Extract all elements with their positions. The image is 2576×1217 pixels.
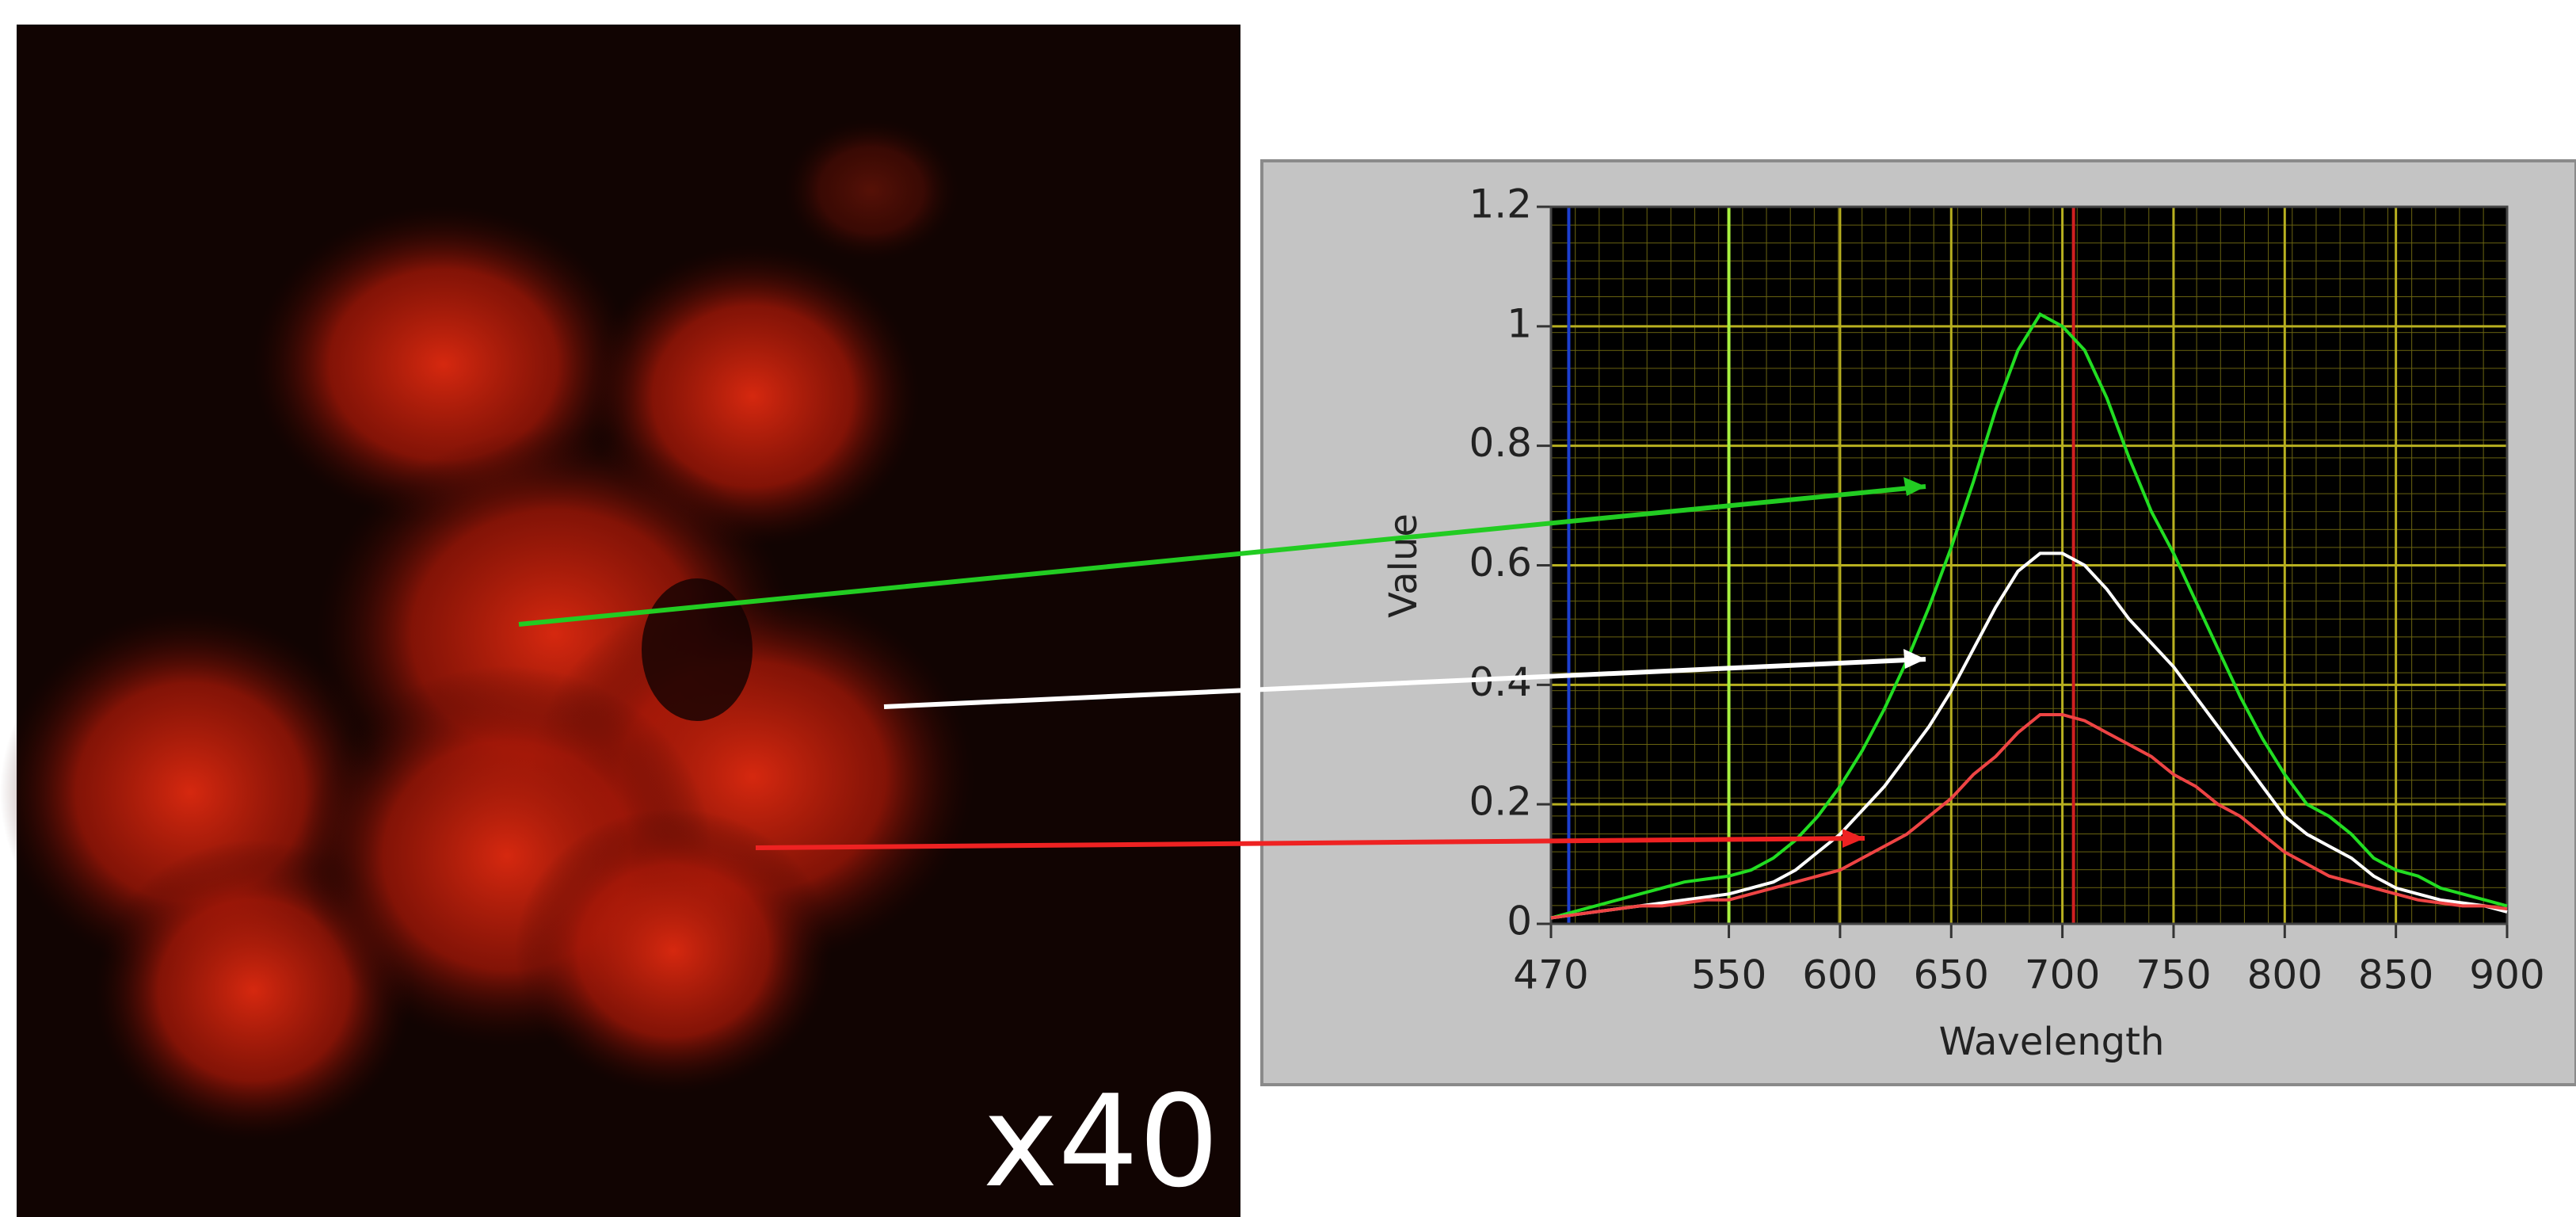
magnification-label: x40 xyxy=(983,1067,1219,1215)
x-tick-label: 750 xyxy=(2136,952,2211,998)
y-tick-label: 0.8 xyxy=(1469,420,1532,466)
arrow-head xyxy=(1903,649,1926,669)
micrograph: x40 xyxy=(0,25,1240,1217)
arrow xyxy=(883,657,1926,709)
y-tick-label: 0 xyxy=(1507,898,1532,944)
series-line xyxy=(1550,713,2508,920)
arrow-head xyxy=(1903,477,1926,496)
y-tick-label: 0.4 xyxy=(1469,659,1532,705)
series-line xyxy=(1550,312,2508,920)
arrow xyxy=(755,836,1865,850)
x-tick-label: 800 xyxy=(2247,952,2323,998)
series-line xyxy=(1550,551,2508,920)
arrow-head xyxy=(1842,829,1865,848)
y-tick-label: 1.2 xyxy=(1469,181,1532,227)
x-axis-title: Wavelength xyxy=(1939,1020,2165,1064)
y-tick-label: 1 xyxy=(1507,300,1532,346)
x-tick-label: 850 xyxy=(2358,952,2433,998)
x-tick-label: 900 xyxy=(2469,952,2544,998)
plot: 0 0.2 0.4 0.6 0.8 1 1.2 470 550 600 650 700 750 800 85… xyxy=(1469,181,2544,998)
x-tick-label: 700 xyxy=(2025,952,2100,998)
y-tick-label: 0.2 xyxy=(1469,779,1532,825)
x-tick-label: 650 xyxy=(1914,952,1989,998)
x-tick-label: 470 xyxy=(1513,952,1588,998)
x-tick-label: 600 xyxy=(1802,952,1877,998)
y-tick-label: 0.6 xyxy=(1469,540,1532,586)
arrows xyxy=(518,477,1926,850)
y-axis-title: Value xyxy=(1381,513,1426,618)
x-tick-label: 550 xyxy=(1691,952,1766,998)
plot-frame xyxy=(1549,205,2509,925)
arrow xyxy=(518,484,1926,627)
